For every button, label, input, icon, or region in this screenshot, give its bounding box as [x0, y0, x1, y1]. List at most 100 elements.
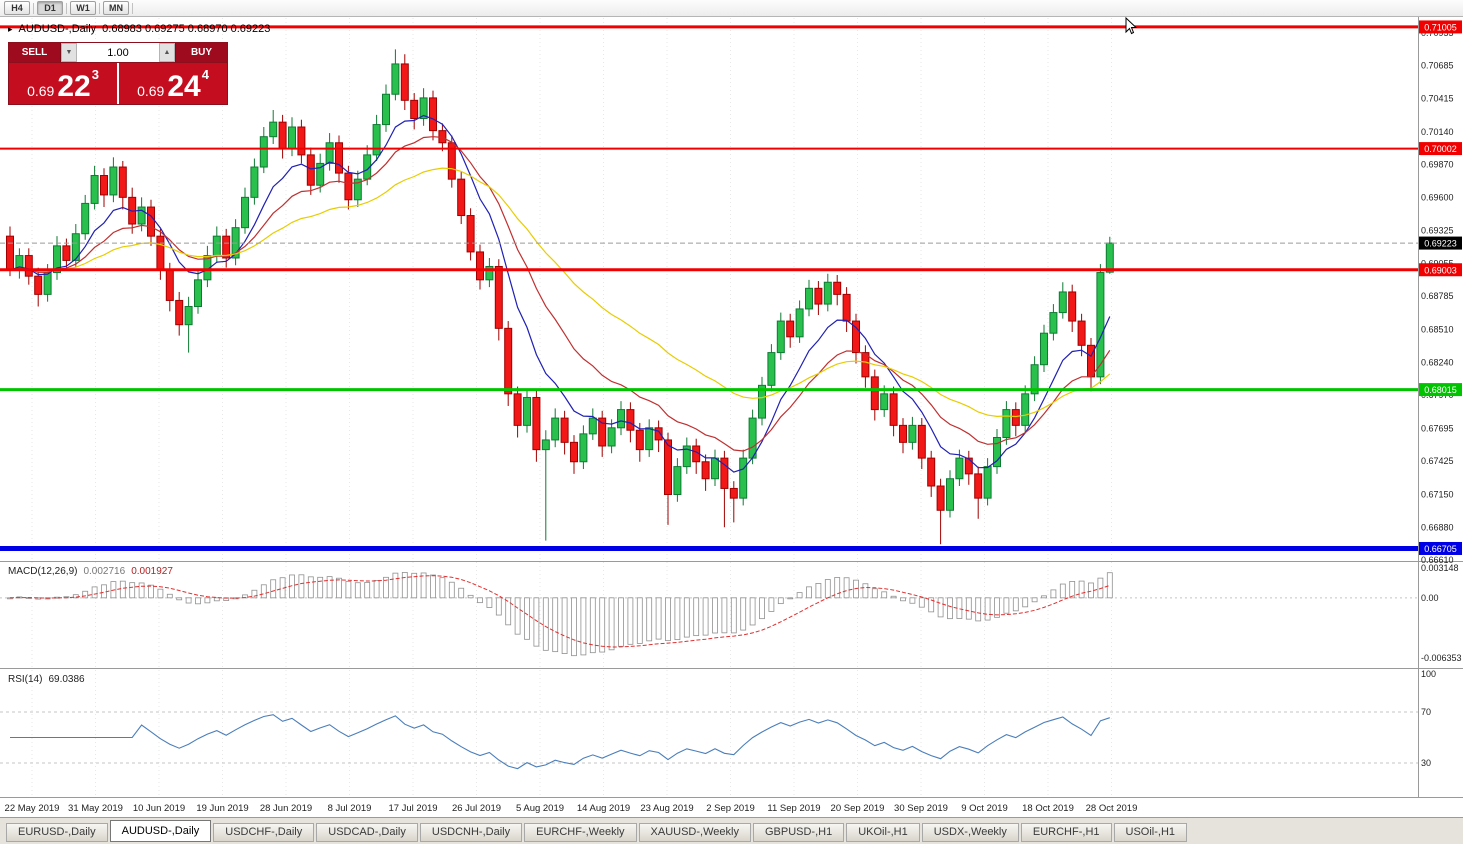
- svg-text:0.69600: 0.69600: [1421, 192, 1454, 202]
- macd-name: MACD(12,26,9): [8, 566, 78, 577]
- price-axis[interactable]: 0.709550.706850.704150.701400.698700.696…: [1421, 28, 1462, 768]
- rsi-name: RSI(14): [8, 674, 43, 685]
- candlestick-series: [6, 49, 1114, 545]
- buy-button[interactable]: BUY: [175, 43, 227, 62]
- ma-line-34: [9, 167, 1111, 418]
- volume-control: ▼ ▲: [61, 43, 175, 62]
- svg-text:5 Aug 2019: 5 Aug 2019: [516, 803, 564, 814]
- svg-text:0.68785: 0.68785: [1421, 291, 1454, 301]
- timeframe-button-w1[interactable]: W1: [70, 1, 96, 15]
- volume-increase-icon[interactable]: ▲: [159, 43, 175, 62]
- toolbar-separator: [132, 2, 133, 14]
- timeframe-toolbar: H4 D1 W1 MN: [0, 0, 1463, 17]
- price-badge-0.66705: 0.66705: [1419, 541, 1462, 555]
- svg-text:22 May 2019: 22 May 2019: [5, 803, 60, 814]
- svg-text:20 Sep 2019: 20 Sep 2019: [831, 803, 885, 814]
- svg-text:14 Aug 2019: 14 Aug 2019: [577, 803, 630, 814]
- svg-text:0.70140: 0.70140: [1421, 127, 1454, 137]
- svg-text:30 Sep 2019: 30 Sep 2019: [894, 803, 948, 814]
- mouse-cursor-icon: [1125, 17, 1138, 35]
- price-badge-0.68015: 0.68015: [1419, 383, 1462, 397]
- chart-tab-eurchf-h1[interactable]: EURCHF-,H1: [1020, 823, 1112, 842]
- svg-text:0.68240: 0.68240: [1421, 357, 1454, 367]
- toolbar-separator: [33, 2, 34, 14]
- svg-text:0.69003: 0.69003: [1424, 265, 1457, 275]
- macd-signal-value: 0.001927: [131, 566, 173, 577]
- svg-text:0.70002: 0.70002: [1424, 144, 1457, 154]
- svg-text:-0.006353: -0.006353: [1421, 653, 1462, 663]
- trade-panel-header: SELL ▼ ▲ BUY: [9, 43, 227, 62]
- chart-tab-usdchf-daily[interactable]: USDCHF-,Daily: [213, 823, 315, 842]
- toolbar-separator: [99, 2, 100, 14]
- svg-text:23 Aug 2019: 23 Aug 2019: [640, 803, 693, 814]
- svg-text:0.66880: 0.66880: [1421, 522, 1454, 532]
- rsi-line: [10, 714, 1110, 770]
- sell-price-base: 0.69: [27, 83, 55, 99]
- price-badge-0.70002: 0.70002: [1419, 142, 1462, 156]
- rsi-value: 69.0386: [48, 674, 85, 685]
- macd-signal-line: [9, 575, 1110, 648]
- svg-text:8 Jul 2019: 8 Jul 2019: [328, 803, 372, 814]
- svg-text:0.71005: 0.71005: [1424, 22, 1457, 32]
- svg-text:0.00: 0.00: [1421, 593, 1439, 603]
- buy-price-button[interactable]: 0.69 24 4: [117, 63, 227, 104]
- chart-symbol-timeframe: AUDUSD-,Daily: [18, 23, 97, 35]
- time-axis[interactable]: 22 May 2019 31 May 2019 10 Jun 2019 19 Jun …: [5, 803, 1138, 814]
- chart-tab-usoil-h1[interactable]: USOil-,H1: [1113, 823, 1188, 842]
- svg-text:30: 30: [1421, 758, 1431, 768]
- svg-text:0.70415: 0.70415: [1421, 93, 1454, 103]
- timeframe-button-h4[interactable]: H4: [4, 1, 30, 15]
- svg-text:0.68510: 0.68510: [1421, 325, 1454, 335]
- chart-tab-usdx-weekly[interactable]: USDX-,Weekly: [921, 823, 1019, 842]
- svg-text:0.69870: 0.69870: [1421, 160, 1454, 170]
- chart-tab-eurusd-daily[interactable]: EURUSD-,Daily: [6, 823, 108, 842]
- svg-text:28 Oct 2019: 28 Oct 2019: [1086, 803, 1138, 814]
- svg-text:17 Jul 2019: 17 Jul 2019: [388, 803, 437, 814]
- svg-text:0.69325: 0.69325: [1421, 226, 1454, 236]
- svg-text:100: 100: [1421, 669, 1436, 679]
- rsi-indicator-label: RSI(14) 69.0386: [8, 674, 85, 685]
- svg-text:70: 70: [1421, 707, 1431, 717]
- price-badge-0.69003: 0.69003: [1419, 263, 1462, 277]
- volume-input[interactable]: [77, 43, 159, 62]
- svg-text:0.67695: 0.67695: [1421, 423, 1454, 433]
- svg-text:0.67425: 0.67425: [1421, 456, 1454, 466]
- svg-text:0.68015: 0.68015: [1424, 385, 1457, 395]
- sell-button[interactable]: SELL: [9, 43, 61, 62]
- chart-tab-usdcad-daily[interactable]: USDCAD-,Daily: [316, 823, 418, 842]
- macd-panel: [0, 572, 1418, 657]
- chart-title: ▸ AUDUSD-,Daily 0.68983 0.69275 0.68970 …: [8, 23, 270, 35]
- one-click-toggle-icon[interactable]: ▸: [8, 23, 13, 34]
- rsi-panel: [0, 711, 1418, 770]
- chart-tab-usdcnh-daily[interactable]: USDCNH-,Daily: [419, 823, 523, 842]
- timeframe-button-mn[interactable]: MN: [103, 1, 129, 15]
- chart-tab-eurchf-weekly[interactable]: EURCHF-,Weekly: [524, 823, 637, 842]
- chart-canvas[interactable]: 0.709550.706850.704150.701400.698700.696…: [0, 17, 1463, 817]
- chart-tabs-bar: EURUSD-,Daily AUDUSD-,Daily USDCHF-,Daily U…: [0, 817, 1463, 844]
- buy-price-base: 0.69: [137, 83, 165, 99]
- chart-tab-ukoil-h1[interactable]: UKOil-,H1: [846, 823, 920, 842]
- svg-text:0.70685: 0.70685: [1421, 61, 1454, 71]
- chart-tab-gbpusd-h1[interactable]: GBPUSD-,H1: [752, 823, 845, 842]
- svg-text:0.66705: 0.66705: [1424, 544, 1457, 554]
- price-badge-0.71005: 0.71005: [1419, 20, 1462, 34]
- svg-text:28 Jun 2019: 28 Jun 2019: [260, 803, 312, 814]
- svg-text:9 Oct 2019: 9 Oct 2019: [961, 803, 1007, 814]
- svg-text:2 Sep 2019: 2 Sep 2019: [706, 803, 755, 814]
- macd-main-value: 0.002716: [83, 566, 126, 577]
- volume-decrease-icon[interactable]: ▼: [61, 43, 77, 62]
- svg-text:26 Jul 2019: 26 Jul 2019: [452, 803, 501, 814]
- svg-text:0.003148: 0.003148: [1421, 563, 1459, 573]
- buy-price-point: 4: [201, 67, 209, 82]
- trade-panel-prices: 0.69 22 3 0.69 24 4: [9, 62, 227, 104]
- timeframe-button-d1[interactable]: D1: [37, 1, 63, 15]
- svg-text:0.69223: 0.69223: [1424, 239, 1457, 249]
- buy-price-pips: 24: [167, 70, 201, 103]
- chart-tab-xauusd-weekly[interactable]: XAUUSD-,Weekly: [638, 823, 751, 842]
- svg-text:19 Jun 2019: 19 Jun 2019: [196, 803, 248, 814]
- svg-text:10 Jun 2019: 10 Jun 2019: [133, 803, 185, 814]
- sell-price-point: 3: [91, 67, 99, 82]
- chart-tab-audusd-daily[interactable]: AUDUSD-,Daily: [109, 820, 212, 842]
- sell-price-button[interactable]: 0.69 22 3: [9, 63, 117, 104]
